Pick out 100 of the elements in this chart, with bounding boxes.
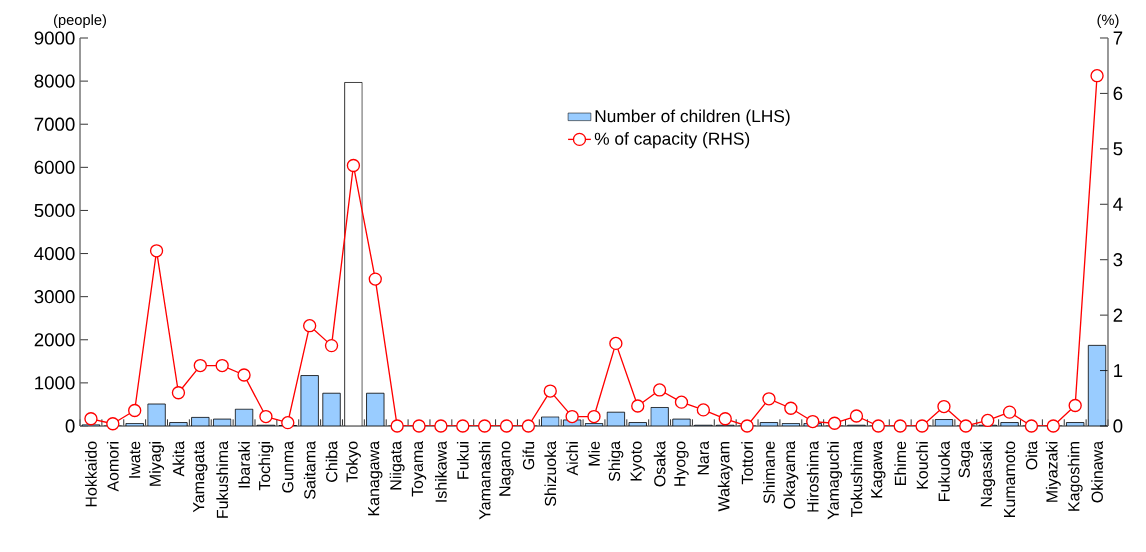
x-tick-label: Nagasaki <box>980 442 996 507</box>
x-tick-label: Ishikawa <box>435 440 447 502</box>
point <box>368 272 382 286</box>
point <box>827 416 842 430</box>
x-tick-label: Kagoshim <box>1067 441 1083 511</box>
x-tick-label: Gunma <box>282 440 294 493</box>
y2-tick-label: 6 <box>1113 86 1123 101</box>
y-tick-label: 5000 <box>34 203 75 218</box>
x-tick-label: Ibaraki <box>238 442 250 488</box>
y-tick-label: 3000 <box>34 290 75 304</box>
x-tick-label: Hyogo <box>674 441 689 486</box>
x-tick-label: Okayama <box>783 440 799 509</box>
x-tick-label: Osaka <box>653 440 666 487</box>
x-tick-label: Toyama <box>411 440 427 497</box>
point <box>521 419 536 433</box>
x-tick-label: Kumamoto <box>1004 441 1016 517</box>
point <box>1024 419 1039 433</box>
point <box>1002 405 1017 419</box>
point <box>718 412 732 426</box>
x-tick-label: Akita <box>172 440 185 477</box>
x-tick-label: Tokushima <box>850 440 863 518</box>
y-tick-label: 6000 <box>34 160 75 174</box>
y2-tick-label: 3 <box>1113 253 1123 267</box>
point <box>609 336 623 351</box>
point <box>1046 419 1060 433</box>
x-tick-label: Shiga <box>608 440 624 482</box>
x-tick-label: Nara <box>697 440 709 475</box>
x-tick-label: Hiroshima <box>806 440 819 512</box>
point <box>171 386 186 400</box>
y2-tick-label: 1 <box>1114 364 1123 377</box>
point <box>696 403 711 417</box>
point <box>762 392 776 406</box>
y2-tick-label: 7 <box>1113 31 1123 45</box>
y-tick-label: 2000 <box>34 333 75 347</box>
x-tick-label: Kyoto <box>630 441 645 481</box>
x-tick-label: Miyazaki <box>1045 442 1061 502</box>
x-tick-label: Yamagata <box>193 440 208 513</box>
x-tick-label: Niigata <box>389 440 405 490</box>
x-tick-label: Shimane <box>763 441 775 504</box>
point <box>281 415 295 430</box>
x-tick-label: Wakayam <box>717 441 733 512</box>
x-tick-label: Fukushima <box>216 440 229 518</box>
x-tick-label: Iwate <box>129 441 141 478</box>
y-tick-label: 7000 <box>34 117 75 131</box>
point <box>434 419 448 433</box>
point <box>543 384 557 398</box>
y2-axis-title: (%) <box>1097 14 1119 28</box>
point <box>324 338 339 353</box>
x-tick-label: Ehime <box>894 441 907 485</box>
x-tick-label: Fukui <box>456 442 469 479</box>
point <box>937 399 951 414</box>
x-tick-label: Tottori <box>741 441 753 485</box>
point <box>84 412 98 426</box>
point <box>565 409 579 424</box>
x-tick-label: Kouchi <box>916 442 928 489</box>
x-tick-label: Hokkaido <box>85 441 97 507</box>
point <box>674 395 689 409</box>
x-tick-label: Saitama <box>303 440 316 499</box>
point <box>149 244 164 258</box>
point <box>959 419 973 433</box>
point <box>652 383 667 397</box>
point <box>740 419 754 433</box>
y-axis-title: (people) <box>54 14 106 28</box>
x-tick-label: Mie <box>588 441 600 466</box>
point <box>1068 398 1082 413</box>
point <box>456 419 470 433</box>
y-tick-label: 4000 <box>34 246 75 261</box>
y-tick-label: 0 <box>65 419 75 433</box>
point <box>390 419 404 433</box>
legend-label: Number of children (LHS) <box>595 109 790 126</box>
x-tick-label: Miyagi <box>149 442 165 486</box>
x-tick-label: Tochigi <box>258 442 274 491</box>
point <box>412 419 426 433</box>
point <box>499 419 514 433</box>
y-tick-label: 8000 <box>34 74 75 88</box>
point <box>587 409 601 424</box>
point <box>477 419 492 433</box>
x-tick-label: Tokyo <box>345 441 361 483</box>
x-tick-label: Shizuoka <box>544 440 557 507</box>
point <box>128 403 142 418</box>
x-tick-label: Aomori <box>106 442 119 492</box>
x-tick-label: Oita <box>1025 440 1038 470</box>
point <box>806 414 820 429</box>
point <box>303 318 317 333</box>
point <box>215 358 229 373</box>
x-tick-label: Aichi <box>566 442 578 476</box>
x-tick-label: Chiba <box>325 440 338 482</box>
point <box>784 401 798 415</box>
point <box>259 409 273 424</box>
y-tick-label: 1000 <box>35 376 75 390</box>
y2-tick-label: 0 <box>1113 419 1123 433</box>
x-tick-label: Fukuoka <box>938 440 950 501</box>
point <box>981 413 995 428</box>
x-tick-label: Okinawa <box>1091 440 1103 503</box>
point <box>849 409 864 423</box>
point <box>346 158 361 173</box>
legend-label: % of capacity (RHS) <box>594 132 750 149</box>
y2-tick-label: 4 <box>1113 197 1123 211</box>
x-tick-label: Saga <box>958 440 974 478</box>
point <box>893 419 907 433</box>
